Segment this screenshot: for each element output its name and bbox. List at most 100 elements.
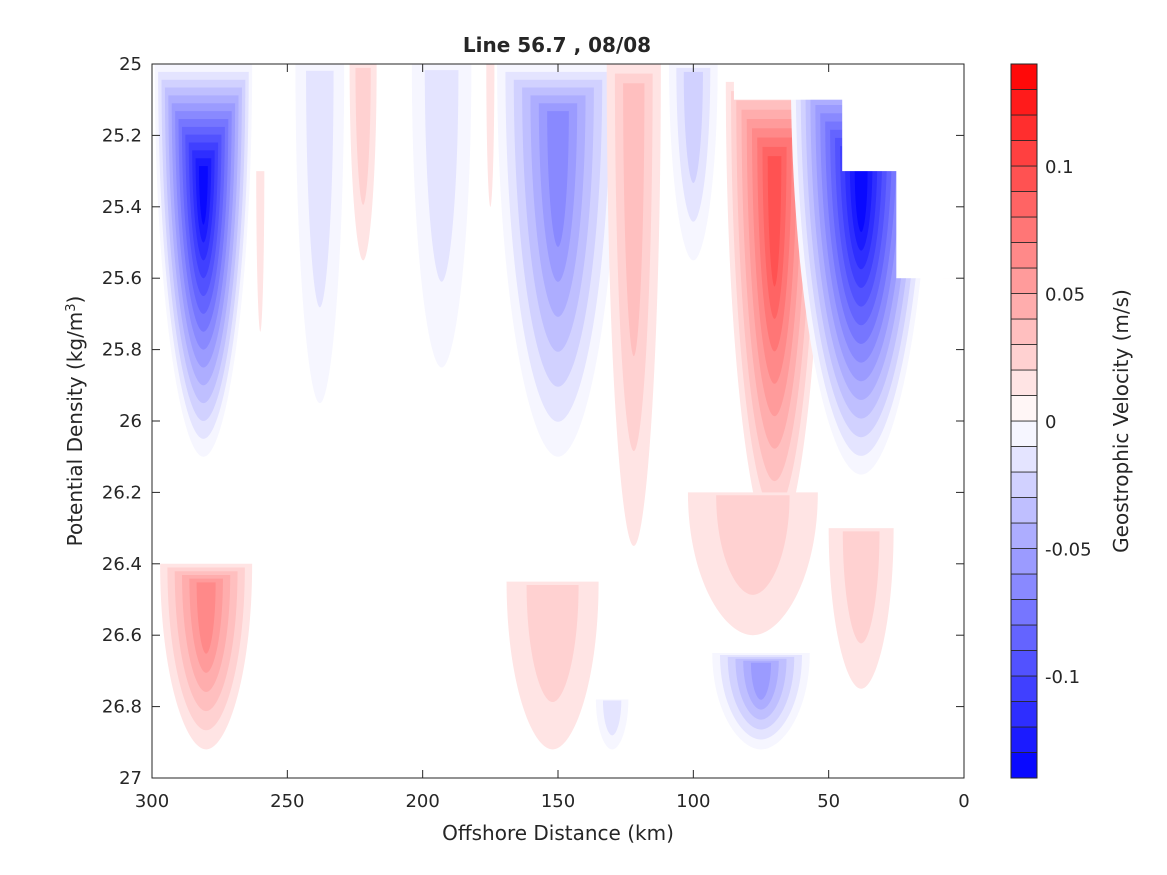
contour-level (842, 531, 880, 644)
contour-layer (154, 64, 963, 750)
contour-feature (160, 563, 253, 750)
colorbar-band (1010, 318, 1038, 345)
colorbar-band (1010, 599, 1038, 626)
contour-feature (595, 699, 629, 750)
contour-level (716, 495, 790, 595)
x-axis-label: Offshore Distance (km) (442, 821, 674, 845)
colorbar-band (1010, 522, 1038, 549)
colorbar-tick-label: 0.1 (1045, 157, 1074, 178)
y-axis-label-main: Potential Density (kg/m (63, 312, 87, 547)
y-tick-label: 27 (119, 768, 142, 789)
contour-level (602, 700, 622, 736)
y-tick-label: 25.6 (102, 268, 142, 289)
contour-feature (606, 64, 661, 546)
contour-level (623, 83, 645, 357)
contour-level (424, 70, 459, 282)
colorbar-band (1010, 573, 1038, 600)
colorbar-band (1010, 344, 1038, 371)
colorbar-band (1010, 420, 1038, 447)
contour-level (306, 70, 334, 308)
colorbar-band (1010, 114, 1038, 141)
contour-feature (154, 64, 253, 457)
colorbar-band (1010, 548, 1038, 575)
x-tick-label: 0 (958, 791, 969, 812)
colorbar-band (1010, 63, 1038, 90)
colorbar-band (1010, 471, 1038, 498)
contour-level (196, 582, 216, 654)
contour-level (486, 64, 495, 207)
colorbar-band (1010, 89, 1038, 116)
colorbar-band (1010, 267, 1038, 294)
contour-level (767, 156, 782, 287)
contour-level (750, 662, 772, 700)
contour-feature (828, 528, 894, 689)
y-tick-label: 25 (119, 54, 142, 75)
colorbar-band (1010, 675, 1038, 702)
colorbar-band (1010, 165, 1038, 192)
colorbar-band (1010, 242, 1038, 269)
colorbar-band (1010, 497, 1038, 524)
colorbar-tick-label: -0.05 (1045, 540, 1092, 561)
y-tick-label: 25.4 (102, 197, 142, 218)
colorbar-band (1010, 191, 1038, 218)
x-tick-label: 200 (405, 791, 439, 812)
contour-feature (349, 64, 377, 261)
x-tick-label: 50 (817, 791, 840, 812)
contour-feature (295, 64, 345, 404)
colorbar-band (1010, 650, 1038, 677)
contour-level (355, 67, 371, 205)
x-axis: 300 250 200 150 100 50 0 (135, 64, 970, 812)
blank-region (942, 278, 964, 529)
colorbar-ticks: -0.1 -0.05 0 0.05 0.1 (1045, 157, 1092, 688)
colorbar-band (1010, 726, 1038, 753)
contour-level (198, 166, 208, 225)
colorbar-tick-label: 0.05 (1045, 285, 1085, 306)
x-tick-label: 250 (270, 791, 304, 812)
colorbar-band (1010, 140, 1038, 167)
contour-feature (256, 171, 265, 332)
y-tick-label: 25.2 (102, 125, 142, 146)
colorbar-band (1010, 752, 1038, 779)
y-tick-label: 26.8 (102, 697, 142, 718)
colorbar-label: Geostrophic Velocity (m/s) (1109, 289, 1133, 553)
y-axis: 25 25.2 25.4 25.6 25.8 26 26.2 26.4 26.6 26.8 27 (102, 54, 964, 789)
y-axis-label-close: ) (63, 296, 87, 304)
colorbar-band (1010, 395, 1038, 422)
chart-title: Line 56.7 , 08/08 (463, 33, 651, 57)
y-axis-label: Potential Density (kg/m3) (63, 296, 87, 547)
contour-level (256, 171, 265, 332)
contour-feature (668, 64, 718, 261)
colorbar-bands (1010, 63, 1038, 779)
x-tick-label: 300 (135, 791, 169, 812)
x-tick-label: 150 (541, 791, 575, 812)
contour-feature (486, 64, 495, 207)
contour-feature (506, 581, 599, 750)
plot-area (151, 63, 965, 779)
contour-feature (687, 492, 818, 636)
colorbar-frame (1010, 63, 1038, 779)
contour-feature (497, 64, 619, 457)
contour-feature (712, 653, 810, 750)
y-tick-label: 25.8 (102, 340, 142, 361)
colorbar-band (1010, 293, 1038, 320)
y-tick-label: 26.6 (102, 625, 142, 646)
colorbar-band (1010, 624, 1038, 651)
y-axis-label-superscript: 3 (64, 303, 79, 311)
contour-level (683, 71, 703, 183)
colorbar: -0.1 -0.05 0 0.05 0.1 (1010, 63, 1092, 779)
y-tick-label: 26 (119, 411, 142, 432)
colorbar-band (1010, 369, 1038, 396)
colorbar-tick-label: -0.1 (1045, 667, 1080, 688)
contour-level (526, 585, 579, 703)
y-tick-label: 26.2 (102, 482, 142, 503)
colorbar-tick-label: 0 (1045, 412, 1056, 433)
colorbar-band (1010, 216, 1038, 243)
colorbar-band (1010, 701, 1038, 728)
contour-level (854, 170, 868, 232)
y-tick-label: 26.4 (102, 554, 142, 575)
x-tick-label: 100 (676, 791, 710, 812)
blank-region (896, 64, 964, 279)
colorbar-band (1010, 446, 1038, 473)
contour-level (547, 111, 569, 247)
